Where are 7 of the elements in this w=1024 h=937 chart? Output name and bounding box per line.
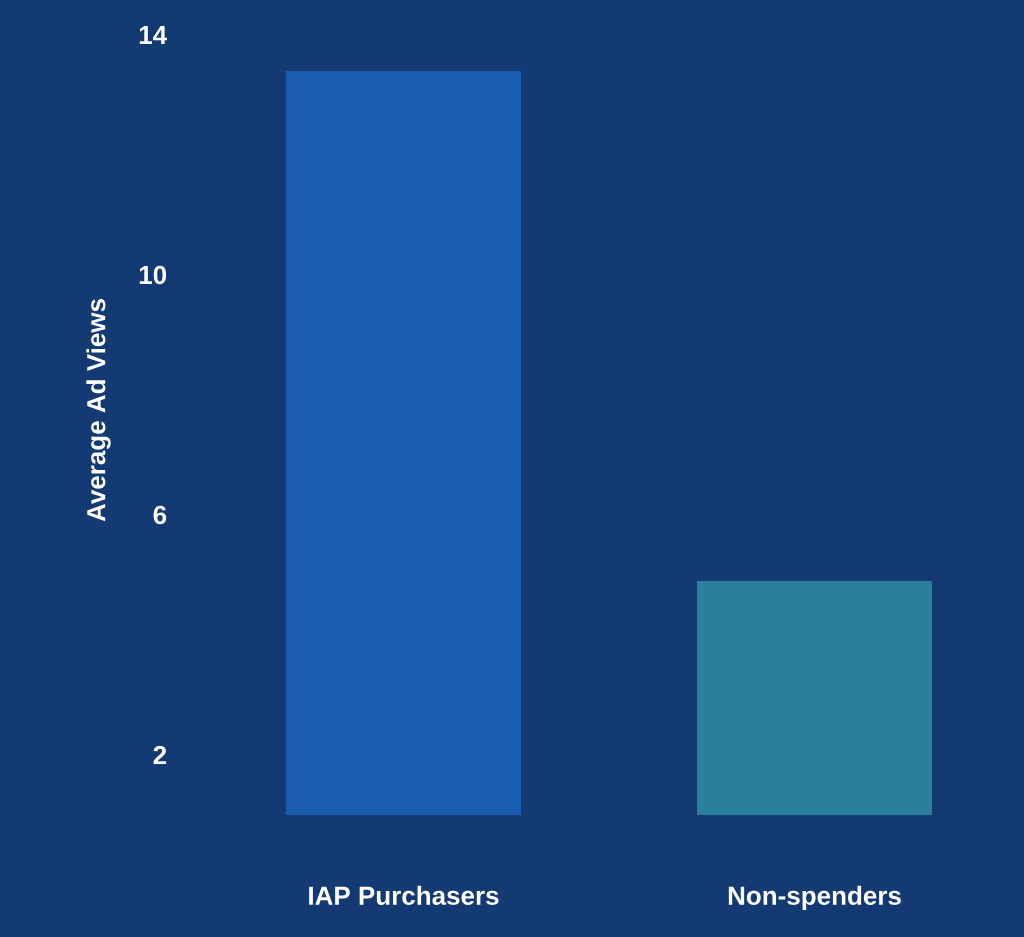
y-axis-title: Average Ad Views xyxy=(86,299,111,522)
x-tick-label: IAP Purchasers xyxy=(309,885,499,905)
y-tick-label: 10 xyxy=(139,265,167,285)
y-tick-label: 6 xyxy=(153,505,167,525)
y-tick-label: 2 xyxy=(153,745,167,765)
x-tick-label: Non-spenders xyxy=(728,885,901,911)
y-tick-label: 14 xyxy=(139,26,167,44)
